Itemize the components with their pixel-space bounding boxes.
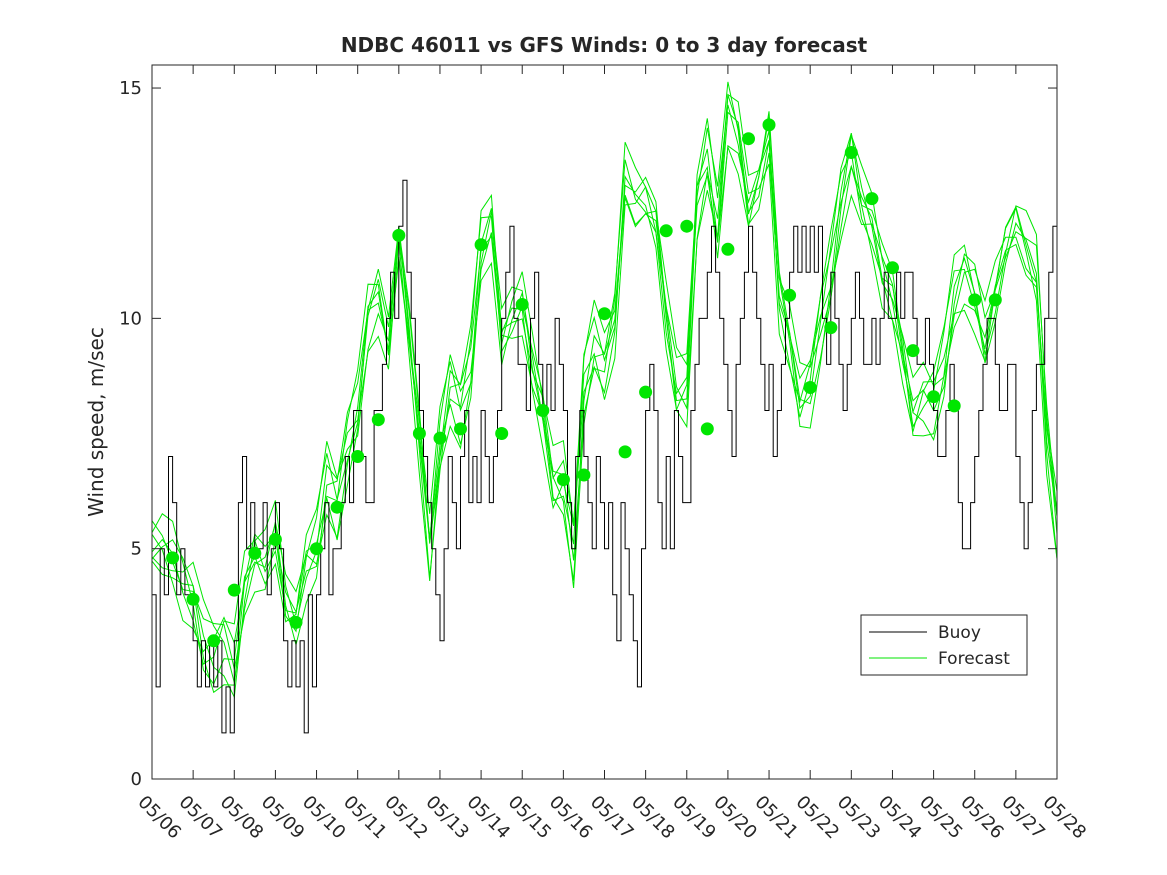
forecast-marker xyxy=(330,500,344,514)
forecast-marker xyxy=(700,422,714,436)
x-tick-label: 05/19 xyxy=(668,792,720,844)
forecast-marker xyxy=(906,344,920,358)
y-tick-label: 5 xyxy=(131,539,142,560)
x-tick-label: 05/08 xyxy=(216,792,268,844)
forecast-marker xyxy=(618,445,632,459)
forecast-marker xyxy=(927,390,941,404)
x-tick-label: 05/28 xyxy=(1038,792,1090,844)
forecast-line xyxy=(151,94,1058,653)
forecast-marker xyxy=(968,293,982,307)
x-tick-label: 05/06 xyxy=(133,792,185,844)
forecast-marker xyxy=(433,431,447,445)
x-tick-label: 05/17 xyxy=(586,792,638,844)
forecast-marker xyxy=(556,473,570,487)
forecast-marker xyxy=(598,307,611,321)
forecast-marker xyxy=(412,427,426,440)
forecast-marker xyxy=(310,542,323,556)
forecast-marker xyxy=(783,288,797,302)
forecast-marker xyxy=(268,533,282,546)
x-tick-label: 05/24 xyxy=(874,792,926,844)
buoy-layer xyxy=(152,179,1058,734)
forecast-layer xyxy=(151,81,1058,699)
x-tick-label: 05/11 xyxy=(339,792,391,844)
x-tick-label: 05/16 xyxy=(545,792,597,844)
legend-buoy-label: Buoy xyxy=(938,623,981,643)
forecast-marker xyxy=(166,551,180,565)
x-tick-label: 05/25 xyxy=(915,792,967,844)
forecast-marker xyxy=(659,224,673,238)
forecast-marker xyxy=(844,146,858,159)
x-tick-label: 05/22 xyxy=(792,792,844,844)
legend-box xyxy=(860,614,1028,676)
forecast-marker xyxy=(207,634,221,648)
forecast-marker xyxy=(186,592,200,606)
forecast-marker xyxy=(680,219,694,233)
forecast-marker xyxy=(515,298,529,311)
x-tick-label: 05/15 xyxy=(504,792,556,844)
y-axis-label: Wind speed, m/sec xyxy=(84,327,108,517)
x-tick-label: 05/12 xyxy=(380,792,432,844)
x-tick-label: 05/09 xyxy=(257,792,309,844)
plot-area xyxy=(151,64,1058,780)
forecast-line xyxy=(151,130,1058,694)
x-tick-label: 05/21 xyxy=(751,792,803,844)
x-tick-label: 05/10 xyxy=(298,792,350,844)
x-tick-label: 05/14 xyxy=(463,792,515,844)
forecast-marker xyxy=(721,242,735,256)
forecast-marker xyxy=(742,132,755,146)
forecast-line xyxy=(151,104,1058,683)
forecast-marker xyxy=(454,422,467,436)
forecast-marker xyxy=(248,546,262,560)
x-tick-label: 05/13 xyxy=(421,792,473,844)
forecast-marker xyxy=(865,192,879,206)
forecast-line xyxy=(151,81,1058,669)
legend-forecast-label: Forecast xyxy=(938,649,1010,669)
forecast-marker xyxy=(803,381,817,394)
forecast-marker xyxy=(227,583,241,597)
x-tick-label: 05/26 xyxy=(956,792,1008,844)
y-tick-label: 15 xyxy=(119,78,142,99)
forecast-marker xyxy=(371,413,385,427)
forecast-marker xyxy=(536,404,550,417)
forecast-marker xyxy=(947,399,961,413)
x-tick-label: 05/07 xyxy=(175,792,227,844)
y-tick-label: 10 xyxy=(119,308,142,329)
forecast-marker xyxy=(474,238,488,252)
chart-title: NDBC 46011 vs GFS Winds: 0 to 3 day fore… xyxy=(341,33,868,57)
forecast-marker xyxy=(886,261,899,275)
legend: Buoy Forecast xyxy=(860,614,1028,676)
forecast-marker xyxy=(577,468,591,482)
x-tick-label: 05/27 xyxy=(997,792,1049,844)
buoy-line xyxy=(152,179,1058,734)
x-tick-label: 05/20 xyxy=(709,792,761,844)
forecast-marker xyxy=(392,228,406,242)
forecast-marker xyxy=(988,293,1002,307)
forecast-marker xyxy=(762,118,776,132)
x-tick-label: 05/18 xyxy=(627,792,679,844)
forecast-marker xyxy=(351,450,365,463)
x-tick-label: 05/23 xyxy=(833,792,885,844)
forecast-marker xyxy=(289,615,303,629)
forecast-marker xyxy=(495,427,509,440)
y-tick-label: 0 xyxy=(131,769,142,790)
forecast-line xyxy=(151,111,1058,699)
marker-layer xyxy=(166,118,1002,648)
y-axis: 0 5 10 15 xyxy=(119,78,1057,790)
forecast-marker xyxy=(824,321,838,335)
forecast-marker xyxy=(639,385,653,399)
